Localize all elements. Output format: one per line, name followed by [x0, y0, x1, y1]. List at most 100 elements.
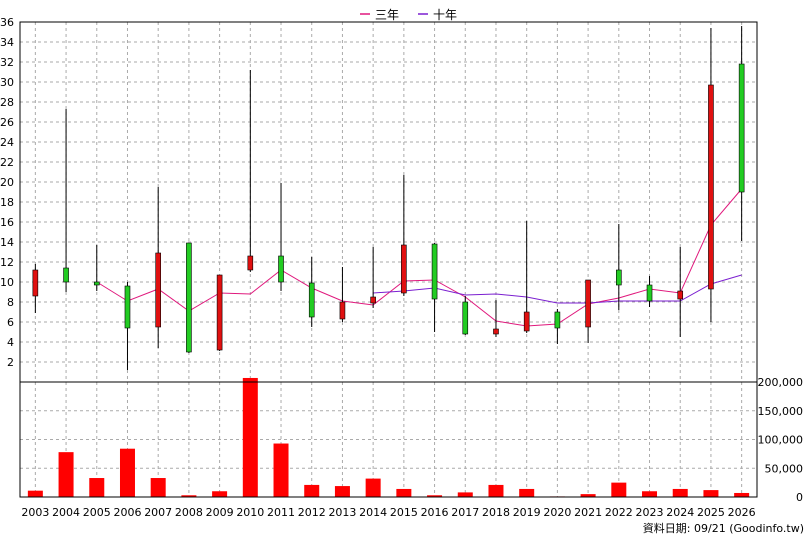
candle-body [616, 269, 622, 286]
volume-bar [642, 491, 658, 497]
year-tick-label: 2026 [728, 506, 756, 519]
price-tick-label: 6 [7, 316, 14, 329]
volume-bar [457, 492, 473, 497]
volume-tick-label: 100,000 [758, 434, 804, 447]
candle-body [401, 244, 407, 294]
volume-tick-label: 200,000 [758, 376, 804, 389]
year-tick-label: 2025 [697, 506, 725, 519]
year-tick-label: 2017 [451, 506, 479, 519]
price-tick-label: 8 [7, 296, 14, 309]
price-tick-label: 26 [0, 116, 14, 129]
legend: 三年 十年 [360, 8, 457, 22]
candle-body [431, 243, 438, 300]
price-tick-label: 32 [0, 56, 14, 69]
year-tick-label: 2016 [421, 506, 449, 519]
candle-body [370, 296, 376, 304]
volume-bar [242, 377, 258, 497]
price-tick-label: 34 [0, 36, 14, 49]
volume-tick-label: 50,000 [765, 462, 804, 475]
volume-bar [396, 488, 412, 497]
price-tick-label: 30 [0, 76, 14, 89]
candle-body [554, 311, 561, 329]
candle-body [93, 281, 100, 286]
volume-bar [488, 484, 504, 497]
volume-bar [89, 478, 105, 497]
price-tick-label: 28 [0, 96, 14, 109]
plot-frame [19, 21, 758, 498]
volume-bar [181, 495, 197, 497]
volume-bar [734, 492, 750, 497]
volume-tick-label: 0 [796, 491, 803, 504]
volume-bar [365, 478, 381, 497]
year-tick-label: 2023 [636, 506, 664, 519]
price-tick-label: 20 [0, 176, 14, 189]
volume-bar [519, 488, 535, 497]
candle-body [738, 63, 745, 193]
candle-body [646, 284, 653, 302]
volume-bar [580, 494, 596, 497]
candle-body [216, 274, 223, 351]
candle-body [585, 279, 591, 328]
price-tick-label: 24 [0, 136, 14, 149]
year-tick-label: 2004 [52, 506, 80, 519]
year-tick-label: 2012 [298, 506, 326, 519]
year-tick-label: 2006 [113, 506, 141, 519]
year-tick-label: 2021 [574, 506, 602, 519]
year-tick-label: 2007 [144, 506, 172, 519]
candlesticks [32, 26, 745, 370]
candle-body [708, 84, 714, 290]
price-tick-label: 10 [0, 276, 14, 289]
volume-bar [58, 452, 74, 497]
candle-body [247, 255, 254, 271]
volume-bar [672, 488, 688, 497]
price-tick-label: 16 [0, 216, 14, 229]
volume-bar [304, 484, 320, 497]
year-tick-label: 2014 [359, 506, 387, 519]
candle-body [186, 242, 192, 353]
candle-body [278, 255, 284, 283]
price-tick-label: 36 [0, 16, 14, 29]
grid-lines [20, 21, 757, 497]
year-tick-label: 2020 [543, 506, 571, 519]
price-tick-label: 18 [0, 196, 14, 209]
price-tick-label: 2 [7, 356, 14, 369]
year-tick-label: 2013 [328, 506, 356, 519]
year-tick-label: 2018 [482, 506, 510, 519]
volume-bar [611, 482, 627, 497]
year-tick-label: 2009 [206, 506, 234, 519]
candle-body [308, 282, 315, 318]
year-axis: 2003 2004 2005 2006 2007 2008 2009 2010 2011 2012… [21, 506, 755, 519]
legend-label: 三年 [375, 8, 399, 22]
footer-text: 資料日期: 09/21 (Goodinfo.tw) [643, 521, 804, 535]
candle-body [339, 301, 346, 320]
year-tick-label: 2005 [83, 506, 111, 519]
candle-body [155, 252, 161, 328]
price-tick-label: 12 [0, 256, 14, 269]
price-tick-label: 4 [7, 336, 14, 349]
volume-bar [427, 495, 443, 497]
volume-bar [119, 448, 135, 497]
candle-body [523, 311, 530, 332]
candle-body [677, 290, 684, 300]
year-tick-label: 2011 [267, 506, 295, 519]
volume-bar [27, 490, 43, 497]
volume-bar [703, 490, 719, 497]
volume-axis: 0 50,000 100,000 150,000 200,000 [758, 376, 804, 504]
candle-body [493, 328, 499, 335]
candle-body [63, 267, 69, 283]
year-tick-label: 2008 [175, 506, 203, 519]
volume-bar [212, 491, 228, 497]
year-tick-label: 2010 [236, 506, 264, 519]
year-tick-label: 2022 [605, 506, 633, 519]
candle-body [462, 301, 469, 335]
volume-tick-label: 150,000 [758, 405, 804, 418]
year-tick-label: 2003 [21, 506, 49, 519]
volume-bar [150, 478, 166, 497]
volume-bar [273, 443, 289, 497]
year-tick-label: 2024 [666, 506, 694, 519]
year-tick-label: 2019 [513, 506, 541, 519]
year-tick-label: 2015 [390, 506, 418, 519]
candle-body [124, 285, 131, 329]
